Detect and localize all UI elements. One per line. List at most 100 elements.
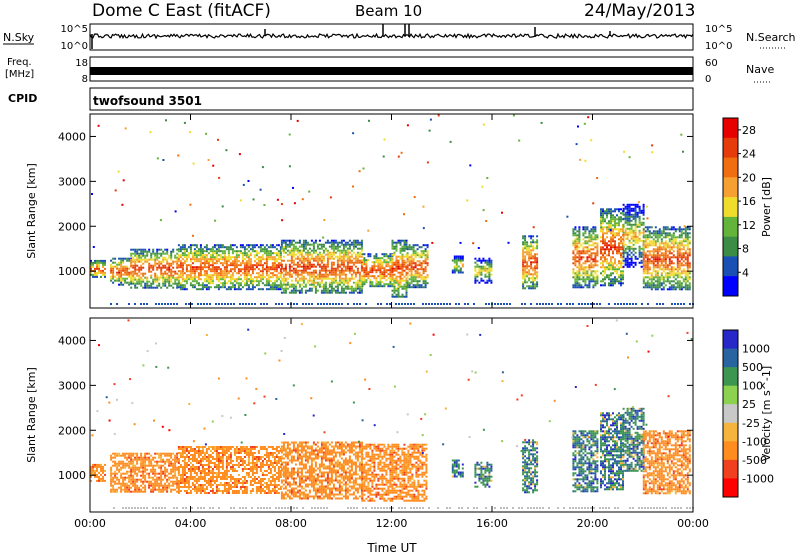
scatter-cell xyxy=(334,247,337,250)
scatter-cell xyxy=(152,252,155,255)
scatter-cell xyxy=(243,266,246,269)
scatter-cell xyxy=(245,280,248,283)
scatter-cell xyxy=(134,264,137,267)
scatter-cell xyxy=(526,243,529,246)
scatter-cell xyxy=(118,257,121,260)
scatter-cell xyxy=(90,263,92,266)
scatter-cell xyxy=(193,274,196,277)
ground-scatter xyxy=(434,303,436,305)
scatter-cell xyxy=(628,223,631,226)
scatter-cell xyxy=(280,259,283,262)
scatter-cell xyxy=(338,251,341,254)
scatter-cell xyxy=(406,282,409,285)
scatter-cell xyxy=(136,264,139,267)
scatter-cell xyxy=(326,259,329,262)
scatter-cell xyxy=(185,266,188,269)
scatter-cell xyxy=(453,261,456,264)
scatter-cell xyxy=(148,460,151,463)
scatter-cell xyxy=(578,256,581,259)
scatter-cell xyxy=(604,250,606,253)
scatter-cell xyxy=(267,276,270,279)
scatter-cell xyxy=(678,266,681,269)
scatter-cell xyxy=(356,243,359,246)
scatter-cell xyxy=(634,261,637,264)
scatter-cell xyxy=(146,480,149,483)
scatter-cell xyxy=(221,286,224,289)
scatter-cell xyxy=(412,268,415,271)
scatter-cell xyxy=(410,280,413,283)
scatter-cell xyxy=(379,265,382,268)
scatter-cell xyxy=(638,205,641,208)
scatter-cell xyxy=(217,272,220,275)
freq-tick-top: 18 xyxy=(75,58,88,69)
scatter-cell xyxy=(618,218,620,221)
scatter-cell xyxy=(416,286,419,289)
scatter-cell xyxy=(318,281,321,284)
scatter-cell xyxy=(112,472,115,475)
scatter-cell xyxy=(424,270,427,273)
scatter-cell xyxy=(302,249,305,252)
scatter-cell xyxy=(422,276,425,279)
scatter-cell xyxy=(193,258,196,261)
scatter-cell xyxy=(620,236,622,239)
scatter-cell xyxy=(261,244,264,247)
scatter-cell xyxy=(275,276,278,279)
scatter-cell xyxy=(354,239,357,242)
sparse-point xyxy=(600,226,603,229)
scatter-cell xyxy=(292,285,295,288)
scatter-cell xyxy=(626,219,629,222)
scatter-cell xyxy=(391,239,394,242)
scatter-cell xyxy=(344,277,347,280)
scatter-cell xyxy=(522,241,525,244)
scatter-cell xyxy=(247,274,250,277)
scatter-cell xyxy=(112,476,115,479)
scatter-cell xyxy=(634,237,637,240)
scatter-cell xyxy=(328,269,331,272)
scatter-cell xyxy=(405,283,408,286)
scatter-cell xyxy=(365,275,368,278)
scatter-cell xyxy=(336,265,339,268)
scatter-cell xyxy=(102,273,104,276)
ground-scatter xyxy=(329,303,331,305)
scatter-cell xyxy=(162,260,165,263)
scatter-cell xyxy=(608,244,610,247)
scatter-cell xyxy=(152,470,155,473)
scatter-cell xyxy=(592,226,595,229)
scatter-cell xyxy=(676,274,679,277)
scatter-cell xyxy=(94,471,96,474)
scatter-cell xyxy=(312,249,315,252)
scatter-cell xyxy=(674,268,677,271)
scatter-cell xyxy=(330,277,333,280)
scatter-cell xyxy=(154,474,157,477)
scatter-cell xyxy=(130,454,133,457)
scatter-cell xyxy=(211,266,214,269)
scatter-cell xyxy=(176,278,179,281)
scatter-cell xyxy=(120,454,123,457)
scatter-cell xyxy=(358,243,361,246)
scatter-cell xyxy=(536,259,539,262)
scatter-cell xyxy=(602,278,604,281)
scatter-cell xyxy=(271,268,274,271)
scatter-cell xyxy=(536,265,539,268)
scatter-cell xyxy=(124,271,127,274)
scatter-cell xyxy=(342,263,345,266)
scatter-cell xyxy=(373,285,376,288)
scatter-cell xyxy=(166,474,169,477)
scatter-cell xyxy=(154,472,157,475)
scatter-cell xyxy=(624,247,627,250)
scatter-cell xyxy=(142,250,145,253)
scatter-cell xyxy=(273,262,276,265)
scatter-cell xyxy=(484,275,487,278)
scatter-cell xyxy=(377,285,380,288)
scatter-cell xyxy=(138,276,141,279)
scatter-cell xyxy=(387,257,390,260)
scatter-cell xyxy=(156,258,159,261)
scatter-cell xyxy=(526,261,529,264)
scatter-cell xyxy=(308,277,311,280)
scatter-cell xyxy=(245,252,248,255)
scatter-cell xyxy=(197,260,200,263)
scatter-cell xyxy=(373,267,376,270)
scatter-cell xyxy=(340,277,343,280)
scatter-cell xyxy=(393,295,396,298)
scatter-cell xyxy=(644,242,647,245)
